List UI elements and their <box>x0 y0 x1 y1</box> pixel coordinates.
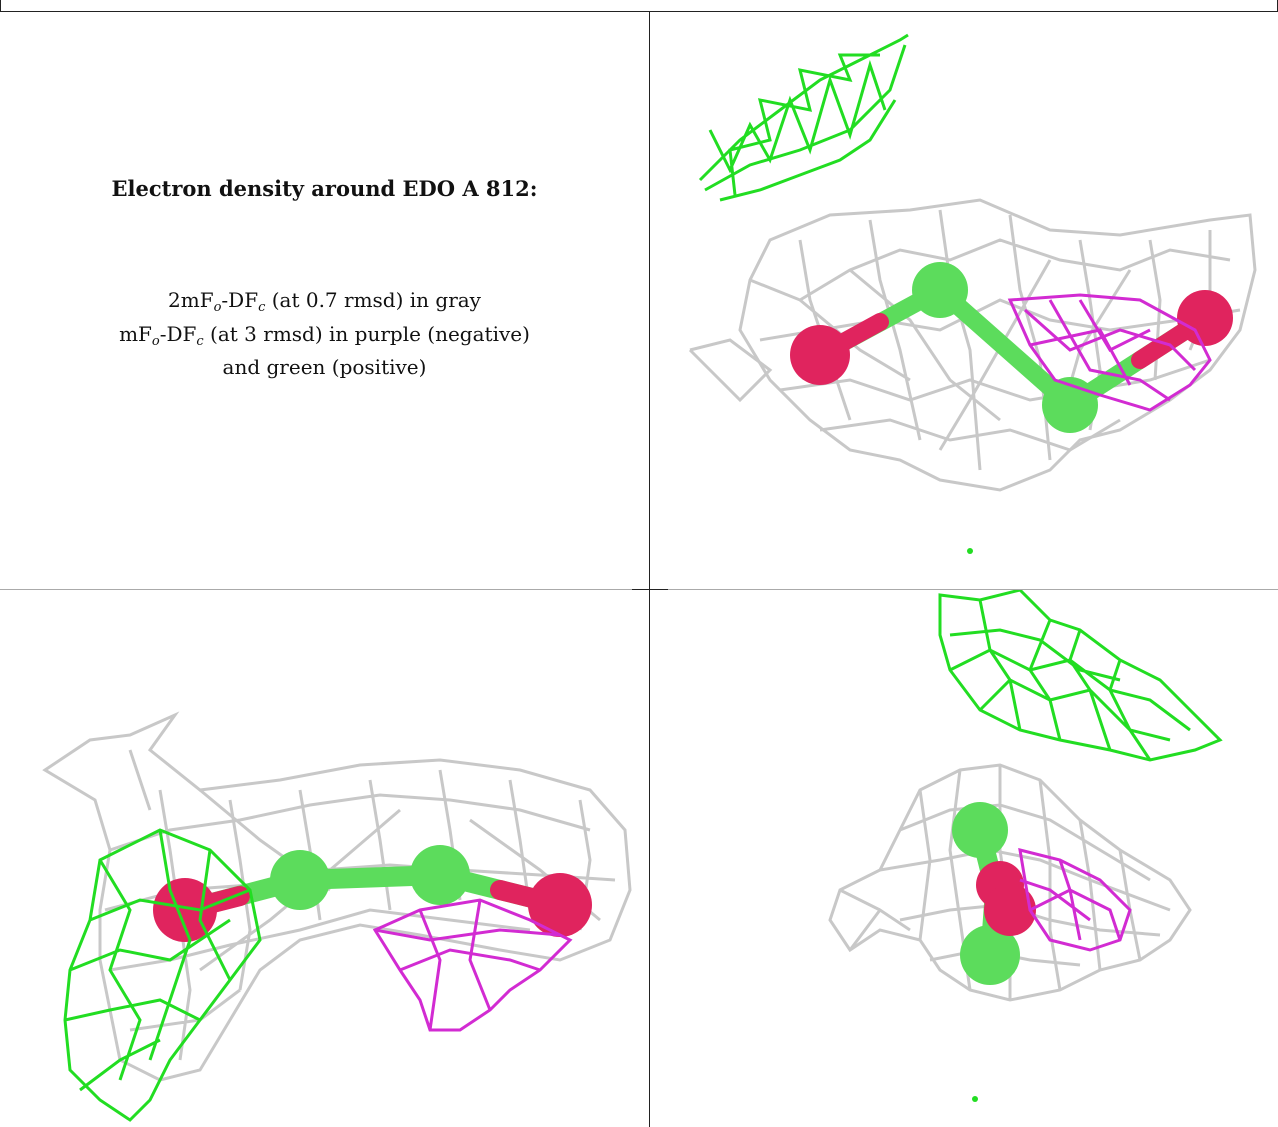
oxygen-atom <box>528 873 592 937</box>
caption-line-green: and green (positive) <box>222 355 427 379</box>
caption-line1-sub2: c <box>258 300 266 315</box>
oxygen-atom <box>1177 290 1233 346</box>
density-view-top-right <box>650 0 1278 589</box>
negative-density-mesh <box>1007 293 1212 412</box>
caption-line1-mid: -DF <box>221 288 259 312</box>
density-render-2 <box>42 711 632 1122</box>
gray-density-mesh <box>688 198 1257 492</box>
oxygen-atom <box>153 878 217 942</box>
positive-density-mesh <box>938 590 1223 762</box>
negative-density-mesh <box>372 898 573 1032</box>
table-vertical-divider <box>649 11 650 1127</box>
density-render-3 <box>828 590 1223 1102</box>
caption-line-gray: 2mFo-DFc (at 0.7 rmsd) in gray <box>0 288 649 315</box>
oxygen-atom <box>790 325 850 385</box>
table-top-border <box>0 11 1278 12</box>
density-view-bottom-left <box>0 590 649 1127</box>
caption-line2-post: (at 3 rmsd) in purple (negative) <box>203 322 530 346</box>
gray-density-mesh <box>828 763 1192 1002</box>
caption-cell: Electron density around EDO A 812: 2mFo-… <box>0 0 649 589</box>
density-render-1 <box>688 33 1257 554</box>
positive-density-mesh <box>698 33 909 202</box>
oxygen-atom <box>984 884 1036 936</box>
positive-density-mesh <box>63 828 262 1122</box>
density-view-bottom-right <box>650 590 1278 1127</box>
carbon-atom <box>912 262 968 318</box>
edo-molecule <box>952 802 1036 985</box>
caption-line2-sub1: o <box>151 334 160 349</box>
table-divider-tick <box>632 589 668 590</box>
caption-line1-sub1: o <box>213 300 222 315</box>
carbon-atom <box>960 925 1020 985</box>
negative-density-mesh <box>1018 847 1132 952</box>
carbon-atom <box>410 845 470 905</box>
positive-density-speck <box>967 548 973 554</box>
caption-title: Electron density around EDO A 812: <box>111 176 538 201</box>
caption-line2-pre: mF <box>119 322 152 346</box>
caption-line-purple: mFo-DFc (at 3 rmsd) in purple (negative) <box>0 322 649 349</box>
positive-density-speck <box>972 1096 978 1102</box>
table-left-tick <box>0 0 1 12</box>
caption-line1-pre: 2mF <box>168 288 214 312</box>
edo-molecule <box>790 262 1233 433</box>
caption-line1-post: (at 0.7 rmsd) in gray <box>265 288 481 312</box>
carbon-atom <box>952 802 1008 858</box>
caption-line2-sub2: c <box>196 334 204 349</box>
carbon-atom <box>270 850 330 910</box>
caption-line2-mid: -DF <box>159 322 197 346</box>
